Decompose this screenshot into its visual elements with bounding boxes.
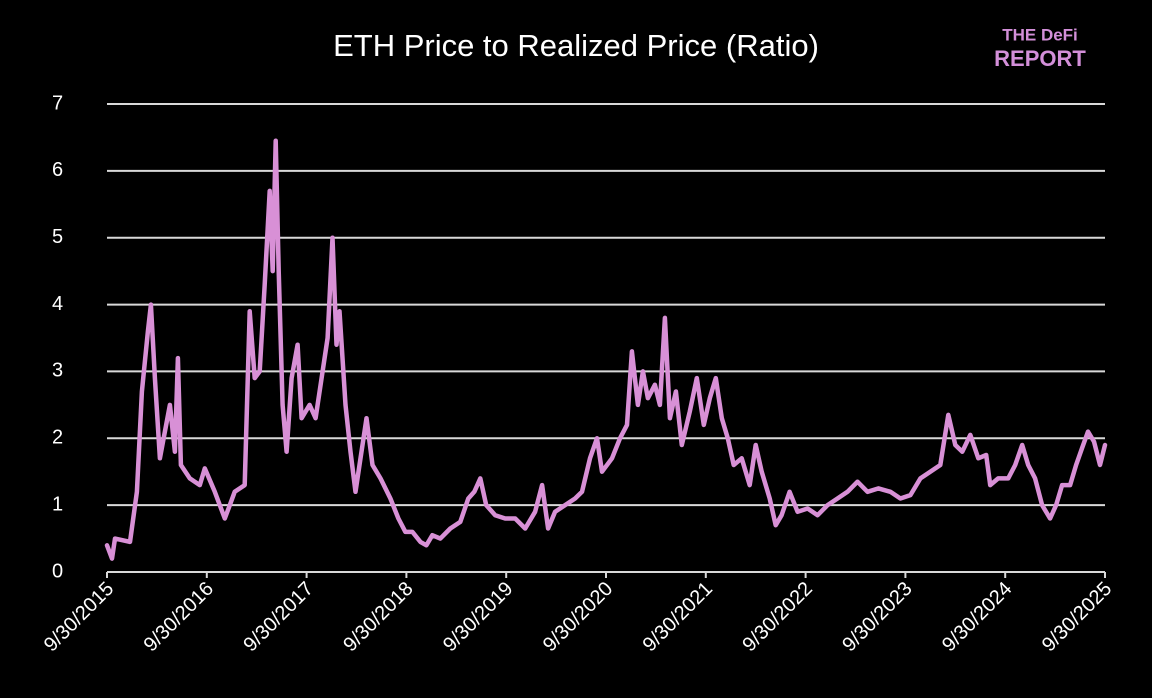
logo-line2: REPORT: [994, 46, 1086, 71]
chart-title: ETH Price to Realized Price (Ratio): [333, 28, 819, 63]
y-tick-label: 3: [52, 360, 63, 382]
data-line: [104, 138, 1108, 561]
y-tick-label: 4: [52, 293, 63, 315]
y-tick-label: 6: [52, 159, 63, 181]
y-tick-label: 1: [52, 493, 63, 515]
y-tick-label: 5: [52, 226, 63, 248]
logo-line1: THE DeFi: [1002, 25, 1078, 44]
y-tick-label: 7: [52, 92, 63, 114]
y-tick-label: 2: [52, 427, 63, 449]
y-tick-label: 0: [52, 560, 63, 582]
